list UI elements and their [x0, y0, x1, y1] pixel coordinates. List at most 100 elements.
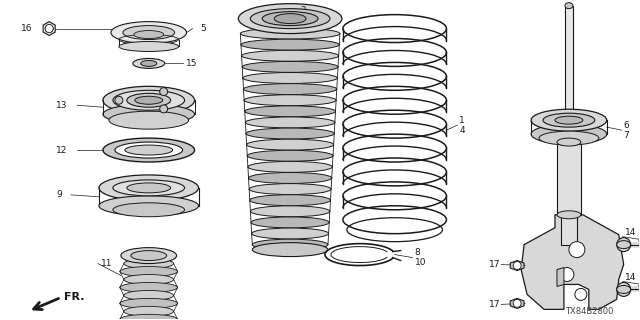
Ellipse shape: [243, 73, 337, 84]
Ellipse shape: [124, 291, 173, 300]
Text: 6: 6: [623, 121, 629, 130]
Circle shape: [160, 88, 168, 96]
Ellipse shape: [119, 42, 179, 52]
Ellipse shape: [113, 90, 184, 110]
Ellipse shape: [242, 61, 338, 72]
Ellipse shape: [248, 161, 332, 172]
Bar: [561, 215, 577, 244]
Text: 11: 11: [101, 259, 113, 268]
Ellipse shape: [247, 150, 333, 161]
Text: 9: 9: [56, 190, 62, 199]
Ellipse shape: [131, 251, 166, 260]
Text: 14: 14: [625, 273, 636, 282]
Text: 3: 3: [300, 16, 306, 25]
Polygon shape: [521, 215, 623, 309]
Text: 15: 15: [186, 59, 197, 68]
Ellipse shape: [539, 131, 599, 145]
Circle shape: [160, 105, 168, 113]
Text: 8: 8: [415, 248, 420, 257]
Ellipse shape: [244, 95, 336, 106]
Ellipse shape: [238, 4, 342, 34]
Ellipse shape: [565, 3, 573, 9]
Ellipse shape: [120, 267, 178, 276]
Circle shape: [45, 25, 53, 33]
Ellipse shape: [250, 206, 330, 217]
Text: TX84B2800: TX84B2800: [564, 307, 613, 316]
Polygon shape: [510, 298, 524, 308]
Ellipse shape: [543, 113, 595, 127]
Ellipse shape: [250, 195, 330, 206]
Ellipse shape: [531, 109, 607, 131]
Circle shape: [45, 25, 53, 33]
Circle shape: [617, 238, 630, 252]
Ellipse shape: [127, 93, 171, 107]
Ellipse shape: [141, 60, 157, 67]
Ellipse shape: [250, 9, 330, 28]
Ellipse shape: [99, 175, 198, 201]
Text: 16: 16: [21, 24, 33, 33]
Circle shape: [115, 96, 123, 104]
Ellipse shape: [120, 298, 178, 308]
Circle shape: [513, 261, 521, 269]
Ellipse shape: [617, 241, 630, 249]
Ellipse shape: [113, 203, 184, 217]
Circle shape: [560, 268, 574, 282]
Ellipse shape: [274, 14, 306, 24]
Ellipse shape: [241, 28, 340, 39]
Ellipse shape: [99, 196, 198, 216]
Ellipse shape: [133, 59, 164, 68]
Ellipse shape: [246, 139, 333, 150]
Text: 13: 13: [56, 101, 68, 110]
Ellipse shape: [557, 138, 581, 146]
Ellipse shape: [248, 172, 332, 183]
Bar: [565, 6, 573, 115]
Text: 12: 12: [56, 146, 68, 155]
Bar: [557, 142, 581, 215]
Ellipse shape: [565, 112, 573, 118]
Circle shape: [617, 283, 630, 296]
Ellipse shape: [103, 104, 195, 124]
Ellipse shape: [243, 84, 337, 95]
Polygon shape: [43, 22, 55, 36]
Ellipse shape: [121, 248, 177, 264]
Ellipse shape: [244, 106, 335, 117]
Ellipse shape: [124, 259, 173, 268]
Ellipse shape: [111, 22, 187, 44]
Ellipse shape: [109, 111, 189, 129]
Ellipse shape: [135, 96, 163, 104]
Text: FR.: FR.: [64, 292, 84, 302]
Ellipse shape: [125, 145, 173, 155]
Text: 14: 14: [625, 228, 636, 237]
Text: 17: 17: [489, 300, 500, 309]
Ellipse shape: [127, 183, 171, 193]
Ellipse shape: [241, 39, 339, 50]
Ellipse shape: [120, 314, 178, 320]
Text: 1: 1: [460, 116, 465, 125]
Text: 17: 17: [489, 260, 500, 269]
Ellipse shape: [103, 138, 195, 162]
Polygon shape: [557, 268, 564, 286]
Text: 7: 7: [623, 131, 629, 140]
Ellipse shape: [617, 285, 630, 293]
Text: 2: 2: [300, 6, 306, 15]
Ellipse shape: [245, 117, 335, 128]
Ellipse shape: [252, 228, 328, 239]
Ellipse shape: [251, 217, 329, 228]
Text: 4: 4: [460, 126, 465, 135]
Ellipse shape: [242, 50, 339, 61]
Ellipse shape: [124, 275, 173, 284]
Ellipse shape: [123, 26, 175, 40]
Ellipse shape: [252, 243, 328, 257]
Ellipse shape: [246, 128, 334, 139]
Circle shape: [569, 242, 585, 258]
Ellipse shape: [262, 12, 318, 26]
Ellipse shape: [124, 306, 173, 316]
Text: 5: 5: [200, 24, 206, 33]
Circle shape: [513, 300, 521, 307]
Polygon shape: [510, 260, 524, 270]
Ellipse shape: [115, 142, 182, 158]
Ellipse shape: [113, 180, 184, 196]
Ellipse shape: [252, 239, 328, 250]
Ellipse shape: [531, 124, 607, 144]
Ellipse shape: [249, 184, 331, 195]
